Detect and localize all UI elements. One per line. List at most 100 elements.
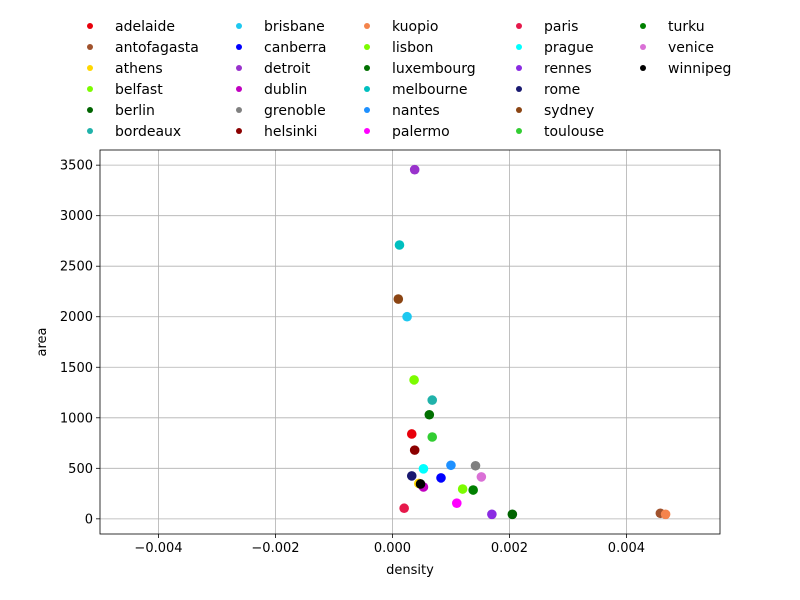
legend-marker	[516, 65, 522, 71]
legend-marker	[236, 65, 242, 71]
point-belfast	[457, 484, 468, 494]
point-brisbane	[402, 311, 412, 322]
legend-marker	[236, 44, 242, 50]
legend-label: bordeaux	[115, 124, 181, 140]
legend-label: prague	[544, 40, 594, 56]
y-tick-label: 2000	[60, 310, 93, 325]
legend-label: venice	[668, 40, 714, 56]
x-tick-label: −0.004	[134, 541, 182, 556]
legend-entry-dublin: dublin	[236, 82, 307, 98]
point-bordeaux	[427, 395, 438, 405]
legend-entry-athens: athens	[87, 61, 163, 77]
legend-marker	[364, 107, 370, 113]
legend-entry-brisbane: brisbane	[236, 19, 325, 35]
point-toulouse	[427, 432, 438, 442]
legend-marker	[87, 44, 93, 50]
point-nantes	[446, 460, 456, 471]
point-melbourne	[394, 240, 405, 250]
legend-marker	[516, 128, 522, 134]
legend-label: palermo	[392, 124, 450, 140]
legend-marker	[236, 107, 242, 113]
legend-label: berlin	[115, 103, 155, 119]
legend-label: lisbon	[392, 40, 433, 56]
legend-entry-kuopio: kuopio	[364, 19, 438, 35]
legend-entry-lisbon: lisbon	[364, 40, 433, 56]
legend-marker	[640, 44, 646, 50]
legend-marker	[364, 86, 370, 92]
legend-label: nantes	[392, 103, 440, 119]
legend-label: dublin	[264, 82, 307, 98]
y-axis-label: area	[35, 328, 50, 357]
legend-entry-canberra: canberra	[236, 40, 327, 56]
point-rennes	[487, 509, 497, 520]
legend-label: luxembourg	[392, 61, 476, 77]
legend-entry-nantes: nantes	[364, 103, 440, 119]
point-turku	[468, 485, 478, 495]
y-tick-label: 1500	[60, 361, 93, 376]
legend-marker	[640, 23, 646, 29]
legend-entry-bordeaux: bordeaux	[87, 124, 181, 140]
legend-label: kuopio	[392, 19, 438, 35]
legend-marker	[364, 128, 370, 134]
legend-marker	[364, 44, 370, 50]
legend-marker	[236, 23, 242, 29]
point-berlin	[507, 509, 518, 520]
legend-label: sydney	[544, 103, 594, 119]
point-helsinki	[409, 445, 420, 455]
x-axis-ticks: −0.004 −0.002 0.000 0.002 0.004	[134, 534, 645, 556]
point-winnipeg	[415, 479, 426, 489]
grid	[100, 150, 720, 534]
legend-entry-palermo: palermo	[364, 124, 450, 140]
point-grenoble	[470, 460, 481, 471]
legend-marker	[236, 128, 242, 134]
legend-label: toulouse	[544, 124, 604, 140]
legend-entry-melbourne: melbourne	[364, 82, 467, 98]
legend-marker	[516, 107, 522, 113]
legend-entry-luxembourg: luxembourg	[364, 61, 476, 77]
legend-label: helsinki	[264, 124, 317, 140]
legend-marker	[87, 107, 93, 113]
legend-label: antofagasta	[115, 40, 199, 56]
legend-label: winnipeg	[668, 61, 731, 77]
legend-label: turku	[668, 19, 705, 35]
legend-entry-grenoble: grenoble	[236, 103, 326, 119]
legend-label: canberra	[264, 40, 327, 56]
y-tick-label: 3500	[60, 159, 93, 174]
y-tick-label: 500	[68, 462, 93, 477]
legend-marker	[516, 23, 522, 29]
x-tick-label: 0.002	[491, 541, 528, 556]
y-tick-label: 0	[85, 512, 93, 527]
point-kuopio	[660, 509, 671, 520]
y-tick-label: 1000	[60, 411, 93, 426]
legend-marker	[516, 86, 522, 92]
legend-label: brisbane	[264, 19, 325, 35]
legend-entry-prague: prague	[516, 40, 594, 56]
point-canberra	[436, 473, 446, 483]
x-tick-label: −0.002	[251, 541, 299, 556]
legend: adelaide antofagasta athens belfast berlin bo…	[87, 19, 731, 140]
y-axis-ticks: 0 500 1000 1500 2000 2500 3000 3500	[60, 159, 100, 527]
point-lisbon	[409, 375, 419, 385]
x-tick-label: 0.004	[608, 541, 645, 556]
legend-entry-antofagasta: antofagasta	[87, 40, 199, 56]
legend-marker	[87, 65, 93, 71]
point-venice	[476, 472, 487, 482]
legend-label: melbourne	[392, 82, 467, 98]
point-adelaide	[406, 429, 417, 439]
legend-marker	[364, 65, 370, 71]
data-points	[393, 164, 671, 520]
point-rome	[406, 471, 417, 481]
legend-label: rome	[544, 82, 580, 98]
x-axis-label: density	[386, 563, 434, 578]
legend-entry-rennes: rennes	[516, 61, 592, 77]
point-detroit	[409, 164, 420, 175]
legend-marker	[364, 23, 370, 29]
legend-label: athens	[115, 61, 163, 77]
legend-label: detroit	[264, 61, 311, 77]
legend-entry-helsinki: helsinki	[236, 124, 317, 140]
x-tick-label: 0.000	[374, 541, 411, 556]
y-tick-label: 3000	[60, 209, 93, 224]
legend-label: paris	[544, 19, 578, 35]
legend-entry-turku: turku	[640, 19, 705, 35]
